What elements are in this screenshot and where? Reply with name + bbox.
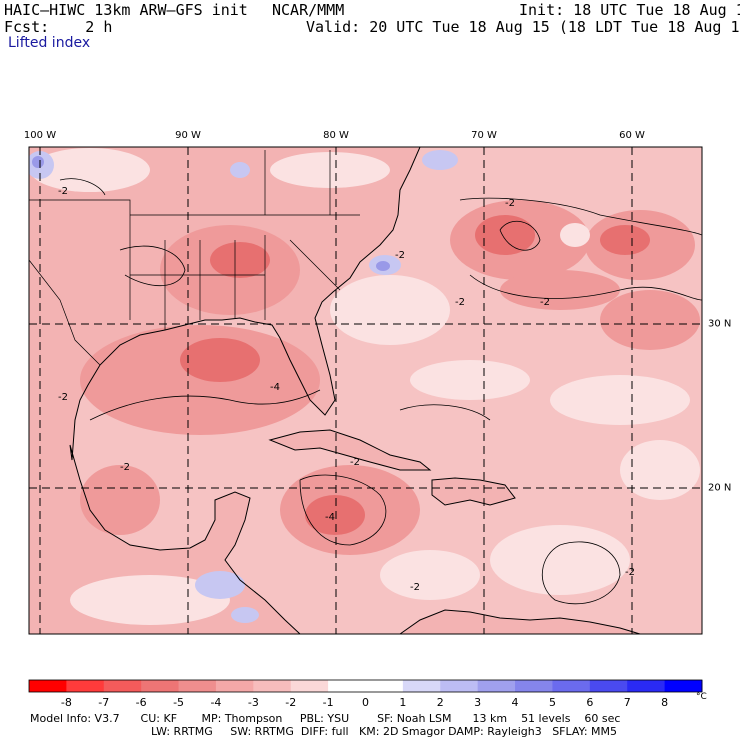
scale-color-swatch — [664, 680, 703, 692]
lon-label: 100 W — [23, 130, 57, 141]
scale-tick-label: 4 — [511, 696, 519, 709]
weak-instability — [30, 148, 700, 625]
scale-tick-label: -2 — [285, 696, 297, 709]
strong-instability — [180, 215, 650, 535]
scale-tick-label: -4 — [210, 696, 222, 709]
scale-color-swatch — [141, 680, 180, 692]
scale-tick-label: 3 — [474, 696, 482, 709]
scale-tick-label: -3 — [247, 696, 259, 709]
coastlines — [69, 147, 641, 634]
contour-label: -2 — [120, 462, 130, 473]
color-scale-frame — [28, 679, 703, 693]
lon-label: 90 W — [175, 130, 201, 141]
lon-label: 80 W — [323, 130, 349, 141]
state-borders — [29, 150, 360, 366]
lat-lon-grid — [29, 147, 702, 634]
map-frame — [28, 146, 703, 635]
scale-tick-label: 6 — [586, 696, 594, 709]
org-label: NCAR/MMM — [272, 1, 345, 19]
model-title: HAIC–HIWC 13km ARW–GFS init — [4, 1, 248, 19]
land-cuba — [270, 430, 430, 470]
forecast-hour: Fcst: 2 h — [4, 18, 113, 36]
init-time: Init: 18 UTC Tue 18 Aug 15 — [519, 1, 740, 19]
lat-label: 30 N — [708, 318, 732, 330]
scale-color-swatch — [290, 680, 329, 692]
land-hispaniola — [432, 478, 515, 505]
scale-color-swatch — [328, 680, 366, 692]
scale-tick-label: 0 — [362, 696, 369, 709]
scale-tick-label: 1 — [399, 696, 407, 709]
scale-color-swatch — [440, 680, 479, 692]
scale-color-swatch — [103, 680, 142, 692]
scale-color-swatch — [178, 680, 217, 692]
scale-color-swatch — [477, 680, 516, 692]
scale-tick-label: -1 — [322, 696, 334, 709]
scale-unit: °C — [696, 692, 707, 702]
scale-color-swatch — [552, 680, 591, 692]
scale-color-swatch — [515, 680, 553, 692]
scale-tick-label: -5 — [173, 696, 185, 709]
scale-tick-label: 7 — [623, 696, 631, 709]
scale-tick-label: 2 — [436, 696, 444, 709]
footer-physics-info: LW: RRTMG SW: RRTMG DIFF: full KM: 2D Sm… — [151, 725, 617, 738]
scale-color-swatch — [215, 680, 254, 692]
stable-strong-areas — [32, 156, 390, 271]
contour-label: -2 — [350, 457, 360, 468]
lon-label: 70 W — [471, 130, 497, 141]
contour-label: -2 — [58, 186, 68, 197]
scale-tick-label: 8 — [661, 696, 669, 709]
scale-tick-label: 5 — [548, 696, 556, 709]
contour-label: -2 — [505, 198, 515, 209]
field-name: Lifted index — [8, 35, 91, 51]
contour-value-labels: -2 -2 -2 -2 -4 -2 -2 -4 -2 -2 -2 -2 — [58, 186, 635, 593]
footer-model-info: Model Info: V3.7 CU: KF MP: Thompson PBL… — [30, 712, 621, 725]
contour-label: -4 — [270, 382, 280, 393]
scale-tick-label: -6 — [135, 696, 147, 709]
contour-label: -4 — [325, 512, 335, 523]
contour-label: -2 — [455, 297, 465, 308]
land-south-america — [400, 610, 640, 634]
contour-label: -2 — [410, 582, 420, 593]
scale-color-swatch — [365, 680, 404, 692]
scale-color-swatch — [66, 680, 105, 692]
scale-tick-label: -7 — [98, 696, 110, 709]
contour-label: -2 — [625, 567, 635, 578]
scale-color-swatch — [627, 680, 666, 692]
map-field: -2 -2 -2 -2 -4 -2 -2 -4 -2 -2 -2 -2 — [29, 147, 702, 634]
scale-color-swatch — [29, 680, 67, 692]
lon-label: 60 W — [619, 130, 645, 141]
stable-areas — [29, 150, 458, 623]
scale-color-swatch — [589, 680, 628, 692]
valid-time: Valid: 20 UTC Tue 18 Aug 15 (18 LDT Tue … — [306, 18, 740, 36]
scale-color-swatch — [402, 680, 441, 692]
scale-color-swatch — [253, 680, 292, 692]
contour-label: -2 — [58, 392, 68, 403]
color-scale-bar — [29, 680, 703, 692]
contour-label: -2 — [395, 250, 405, 261]
scale-tick-label: -8 — [60, 696, 72, 709]
contour-label: -2 — [540, 297, 550, 308]
contour-lines — [59, 178, 702, 605]
lat-label: 20 N — [708, 482, 732, 494]
